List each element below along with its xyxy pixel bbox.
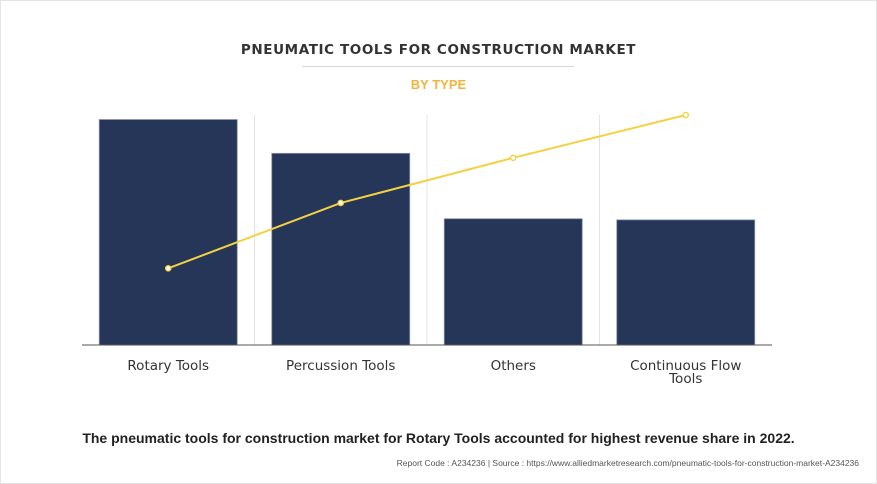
bar-line-chart: Rotary Tools Percussion Tools Others Contin… (82, 111, 772, 387)
trend-line (167, 114, 686, 270)
chart-caption: The pneumatic tools for construction mar… (82, 430, 795, 446)
gridlines (254, 115, 600, 345)
title-divider (302, 66, 574, 67)
bars (98, 119, 756, 346)
chart-subtitle: BY TYPE (410, 77, 467, 92)
bar[interactable] (98, 119, 238, 346)
line-point[interactable] (164, 265, 172, 272)
bar[interactable] (443, 218, 583, 346)
line-point[interactable] (509, 154, 517, 162)
bar[interactable] (616, 219, 756, 346)
line-point[interactable] (337, 199, 345, 207)
source-note: Report Code : A234236 | Source : https:/… (396, 458, 859, 468)
line-point[interactable] (682, 111, 690, 119)
x-tick-label: Continuous Flow Tools (630, 358, 741, 387)
x-tick-label: Percussion Tools (286, 358, 395, 374)
chart-title: PNEUMATIC TOOLS FOR CONSTRUCTION MARKET (240, 42, 637, 58)
x-tick-label: Rotary Tools (127, 358, 209, 374)
trend-line-series (164, 111, 690, 272)
bar[interactable] (271, 152, 411, 346)
x-tick-labels: Rotary Tools Percussion Tools Others Contin… (127, 358, 741, 387)
x-tick-label: Others (491, 358, 536, 374)
